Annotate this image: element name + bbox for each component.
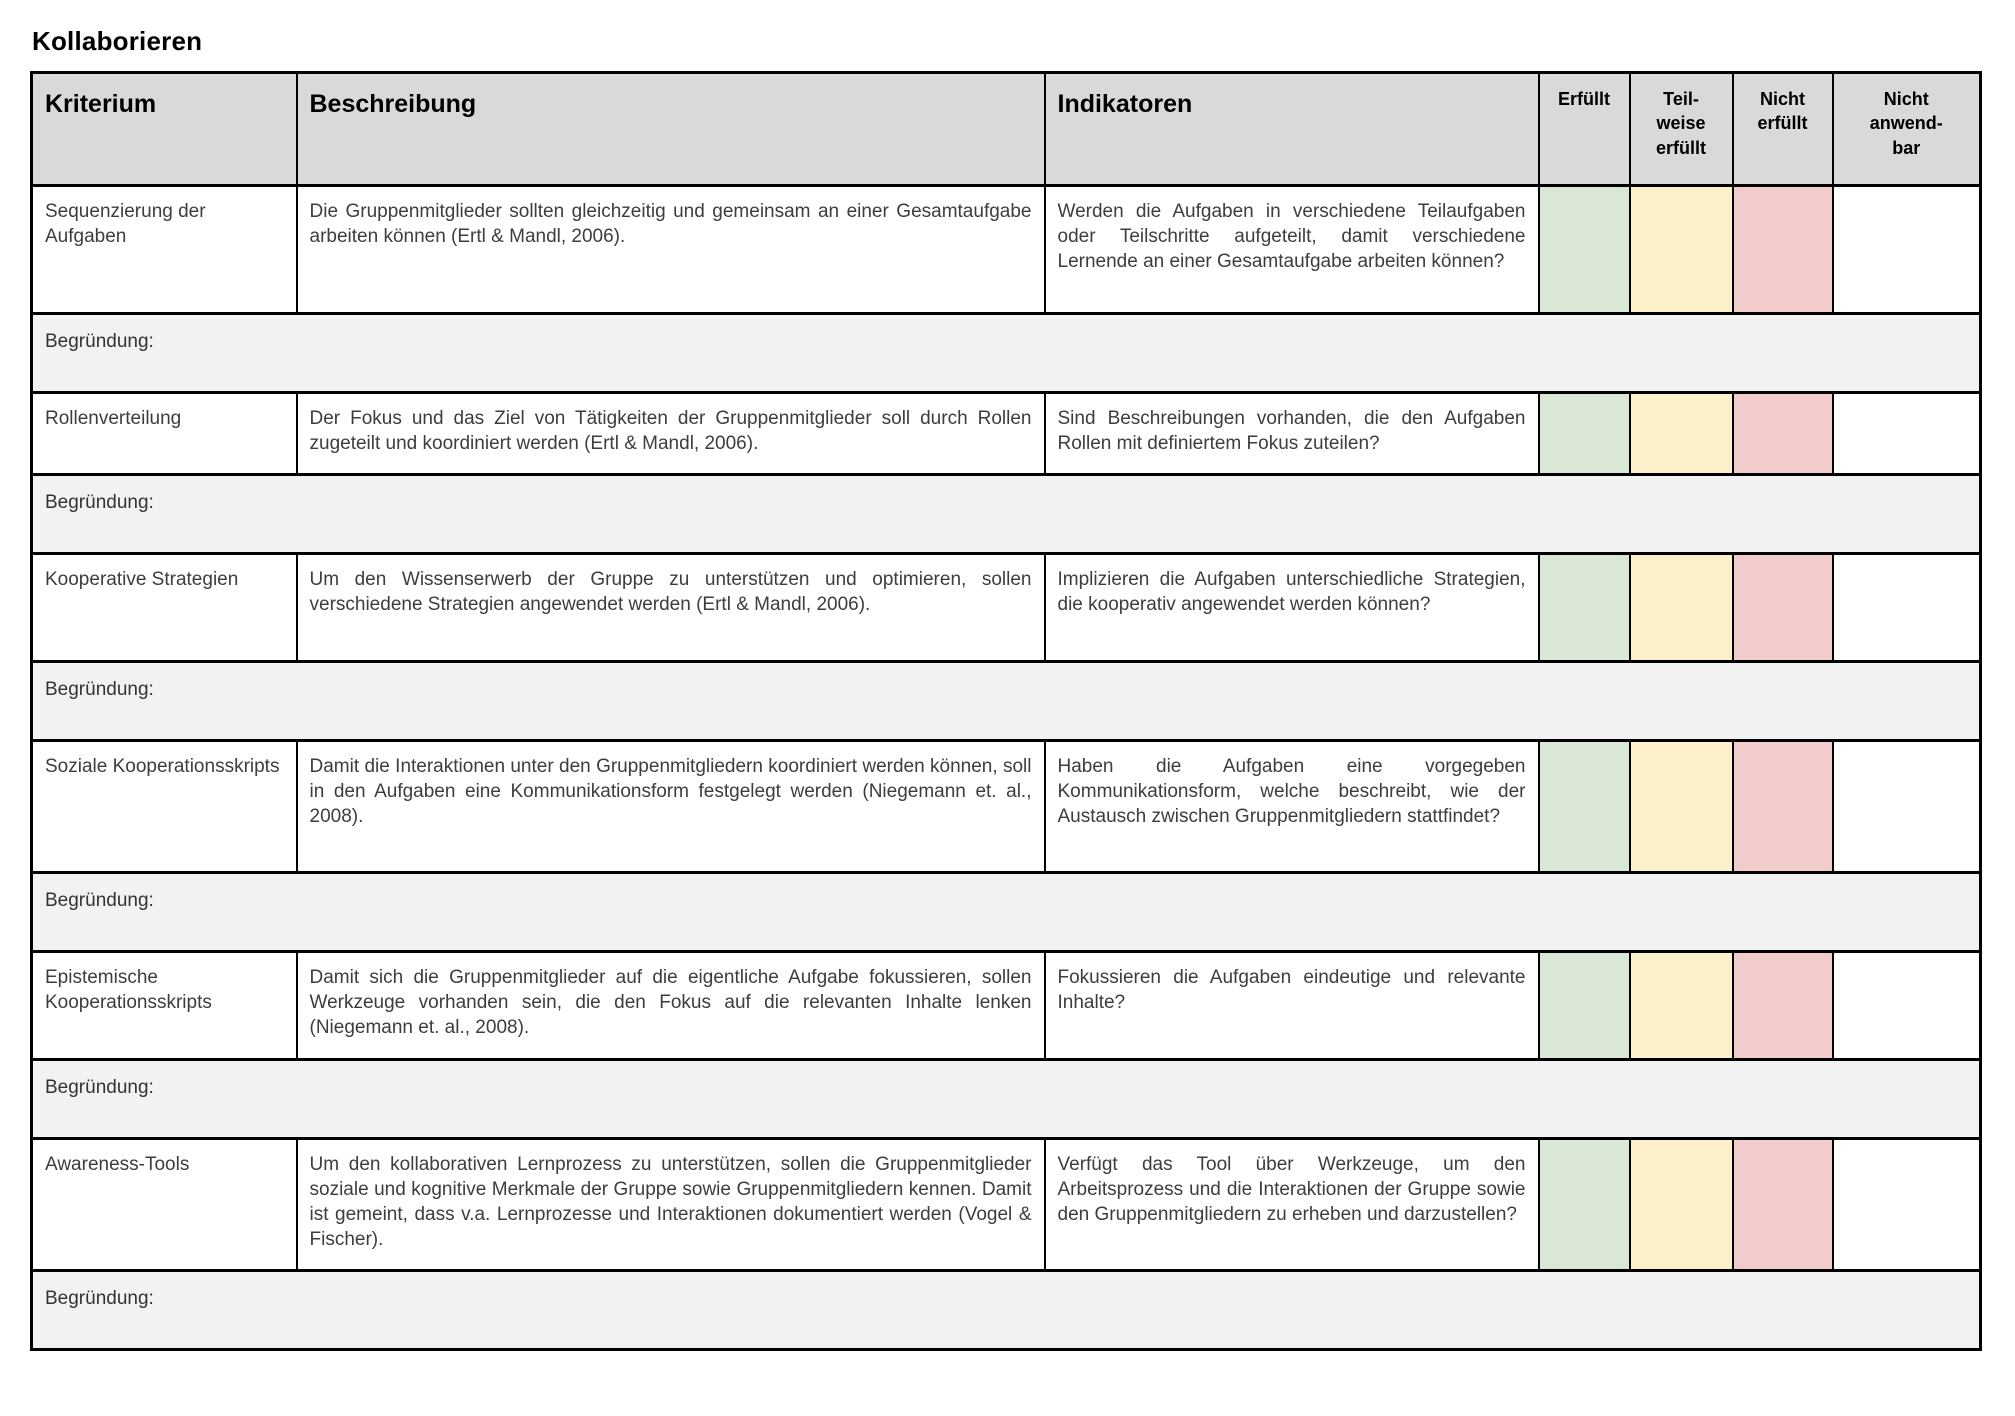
status-cell-erfuellt[interactable] (1537, 552, 1631, 663)
col-header-teilweise-erfuellt: Teil- weise erfüllt (1628, 71, 1734, 187)
criterion-indicators: Haben die Aufgaben eine vorgegeben Kommu… (1043, 739, 1540, 874)
status-cell-nicht-anwendbar[interactable] (1831, 950, 1982, 1061)
status-cell-nicht-erfuellt[interactable] (1731, 739, 1834, 874)
criterion-description: Die Gruppenmitglieder sollten gleichzeit… (295, 184, 1046, 315)
criterion-name: Kooperative Strategien (30, 552, 298, 663)
status-cell-nicht-erfuellt[interactable] (1731, 391, 1834, 476)
status-cell-nicht-anwendbar[interactable] (1831, 739, 1982, 874)
reason-input-area[interactable]: Begründung: (30, 1269, 1982, 1351)
status-cell-nicht-anwendbar[interactable] (1831, 552, 1982, 663)
status-cell-nicht-anwendbar[interactable] (1831, 184, 1982, 315)
status-cell-teilweise-erfuellt[interactable] (1628, 1137, 1734, 1272)
col-header-nicht-erfuellt: Nicht erfüllt (1731, 71, 1834, 187)
status-cell-erfuellt[interactable] (1537, 739, 1631, 874)
reason-row: Begründung: (30, 473, 1982, 555)
criteria-row: Awareness-Tools Um den kollaborativen Le… (30, 1137, 1982, 1272)
criterion-description: Um den kollaborativen Lernprozess zu unt… (295, 1137, 1046, 1272)
reason-input-area[interactable]: Begründung: (30, 1058, 1982, 1140)
criterion-name: Sequenzierung der Aufgaben (30, 184, 298, 315)
criterion-indicators: Implizieren die Aufgaben unterschiedlich… (1043, 552, 1540, 663)
status-cell-teilweise-erfuellt[interactable] (1628, 391, 1734, 476)
status-cell-nicht-erfuellt[interactable] (1731, 184, 1834, 315)
status-cell-teilweise-erfuellt[interactable] (1628, 950, 1734, 1061)
header-row: Kriterium Beschreibung Indikatoren Erfül… (30, 71, 1982, 187)
criterion-description: Um den Wissenserwerb der Gruppe zu unter… (295, 552, 1046, 663)
page-title: Kollaborieren (32, 26, 203, 56)
col-header-indikatoren: Indikatoren (1043, 71, 1540, 187)
status-cell-nicht-erfuellt[interactable] (1731, 1137, 1834, 1272)
status-cell-nicht-anwendbar[interactable] (1831, 391, 1982, 476)
criterion-name: Epistemische Kooperationsskripts (30, 950, 298, 1061)
status-cell-teilweise-erfuellt[interactable] (1628, 739, 1734, 874)
criteria-table: Kriterium Beschreibung Indikatoren Erfül… (30, 71, 1982, 1351)
reason-row: Begründung: (30, 1269, 1982, 1351)
criteria-row: Epistemische Kooperationsskripts Damit s… (30, 950, 1982, 1061)
status-cell-nicht-anwendbar[interactable] (1831, 1137, 1982, 1272)
status-cell-nicht-erfuellt[interactable] (1731, 552, 1834, 663)
reason-input-area[interactable]: Begründung: (30, 871, 1982, 953)
col-header-nicht-anwendbar: Nicht anwend- bar (1831, 71, 1982, 187)
reason-row: Begründung: (30, 871, 1982, 953)
criteria-row: Kooperative Strategien Um den Wissenserw… (30, 552, 1982, 663)
criterion-indicators: Werden die Aufgaben in verschiedene Teil… (1043, 184, 1540, 315)
status-cell-erfuellt[interactable] (1537, 950, 1631, 1061)
reason-row: Begründung: (30, 312, 1982, 394)
criterion-name: Soziale Kooperationsskripts (30, 739, 298, 874)
criterion-description: Damit sich die Gruppenmitglieder auf die… (295, 950, 1046, 1061)
criterion-description: Der Fokus und das Ziel von Tätigkeiten d… (295, 391, 1046, 476)
status-cell-teilweise-erfuellt[interactable] (1628, 184, 1734, 315)
status-cell-erfuellt[interactable] (1537, 1137, 1631, 1272)
status-cell-nicht-erfuellt[interactable] (1731, 950, 1834, 1061)
criterion-name: Rollenverteilung (30, 391, 298, 476)
col-header-erfuellt: Erfüllt (1537, 71, 1631, 187)
col-header-beschreibung: Beschreibung (295, 71, 1046, 187)
criterion-description: Damit die Interaktionen unter den Gruppe… (295, 739, 1046, 874)
criterion-indicators: Sind Beschreibungen vorhanden, die den A… (1043, 391, 1540, 476)
criterion-name: Awareness-Tools (30, 1137, 298, 1272)
criteria-row: Soziale Kooperationsskripts Damit die In… (30, 739, 1982, 874)
status-cell-teilweise-erfuellt[interactable] (1628, 552, 1734, 663)
criteria-row: Sequenzierung der Aufgaben Die Gruppenmi… (30, 184, 1982, 315)
reason-row: Begründung: (30, 1058, 1982, 1140)
criteria-row: Rollenverteilung Der Fokus und das Ziel … (30, 391, 1982, 476)
col-header-kriterium: Kriterium (30, 71, 298, 187)
criterion-indicators: Verfügt das Tool über Werkzeuge, um den … (1043, 1137, 1540, 1272)
criterion-indicators: Fokussieren die Aufgaben eindeutige und … (1043, 950, 1540, 1061)
reason-input-area[interactable]: Begründung: (30, 660, 1982, 742)
reason-input-area[interactable]: Begründung: (30, 473, 1982, 555)
reason-input-area[interactable]: Begründung: (30, 312, 1982, 394)
status-cell-erfuellt[interactable] (1537, 184, 1631, 315)
status-cell-erfuellt[interactable] (1537, 391, 1631, 476)
reason-row: Begründung: (30, 660, 1982, 742)
